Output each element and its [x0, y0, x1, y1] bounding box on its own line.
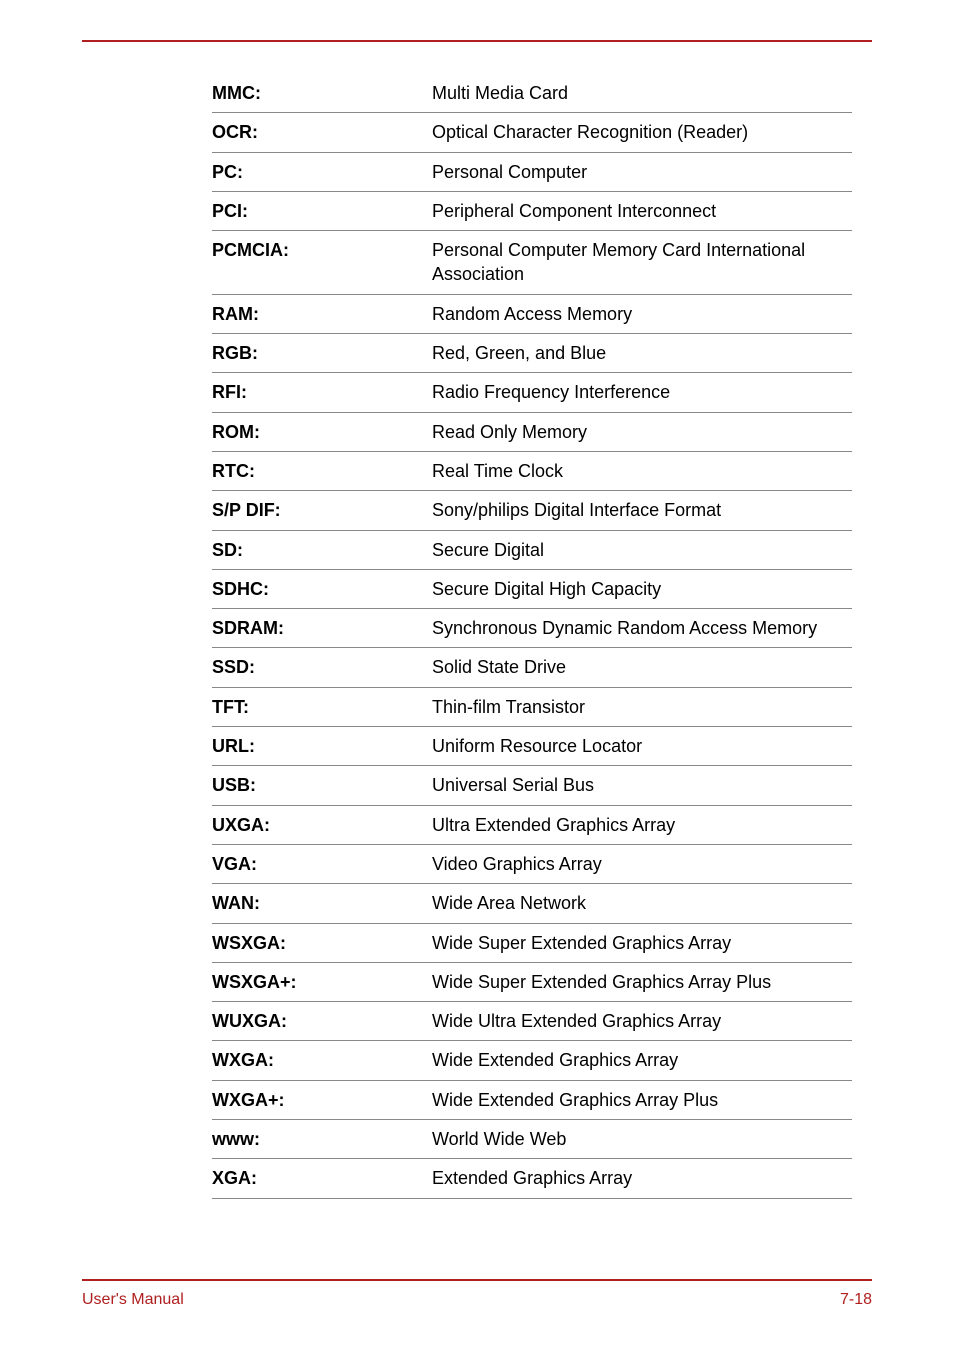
- term-cell: RTC:: [212, 451, 432, 490]
- table-row: WXGA+:Wide Extended Graphics Array Plus: [212, 1080, 852, 1119]
- table-row: RTC:Real Time Clock: [212, 451, 852, 490]
- definition-cell: Radio Frequency Interference: [432, 373, 852, 412]
- term-cell: RFI:: [212, 373, 432, 412]
- table-row: RAM:Random Access Memory: [212, 294, 852, 333]
- definition-cell: Read Only Memory: [432, 412, 852, 451]
- term-cell: PCI:: [212, 191, 432, 230]
- definition-cell: Uniform Resource Locator: [432, 727, 852, 766]
- definition-cell: Ultra Extended Graphics Array: [432, 805, 852, 844]
- definition-cell: Wide Super Extended Graphics Array: [432, 923, 852, 962]
- definition-cell: Optical Character Recognition (Reader): [432, 113, 852, 152]
- definition-cell: Synchronous Dynamic Random Access Memory: [432, 609, 852, 648]
- definition-cell: Real Time Clock: [432, 451, 852, 490]
- term-cell: S/P DIF:: [212, 491, 432, 530]
- table-row: URL:Uniform Resource Locator: [212, 727, 852, 766]
- table-row: WSXGA+:Wide Super Extended Graphics Arra…: [212, 962, 852, 1001]
- table-row: OCR:Optical Character Recognition (Reade…: [212, 113, 852, 152]
- table-row: S/P DIF:Sony/philips Digital Interface F…: [212, 491, 852, 530]
- definition-cell: Wide Extended Graphics Array: [432, 1041, 852, 1080]
- table-row: PC:Personal Computer: [212, 152, 852, 191]
- definition-cell: Random Access Memory: [432, 294, 852, 333]
- definition-cell: Universal Serial Bus: [432, 766, 852, 805]
- definition-cell: Wide Super Extended Graphics Array Plus: [432, 962, 852, 1001]
- definition-cell: Personal Computer: [432, 152, 852, 191]
- term-cell: RGB:: [212, 334, 432, 373]
- definition-cell: Wide Area Network: [432, 884, 852, 923]
- term-cell: WSXGA+:: [212, 962, 432, 1001]
- table-row: USB:Universal Serial Bus: [212, 766, 852, 805]
- definition-cell: Red, Green, and Blue: [432, 334, 852, 373]
- glossary-table-body: MMC:Multi Media Card OCR:Optical Charact…: [212, 74, 852, 1198]
- top-rule: [82, 40, 872, 42]
- term-cell: SDRAM:: [212, 609, 432, 648]
- definition-cell: Sony/philips Digital Interface Format: [432, 491, 852, 530]
- table-row: ROM:Read Only Memory: [212, 412, 852, 451]
- page-container: MMC:Multi Media Card OCR:Optical Charact…: [0, 0, 954, 1199]
- table-row: WAN:Wide Area Network: [212, 884, 852, 923]
- definition-cell: Thin-film Transistor: [432, 687, 852, 726]
- table-row: TFT:Thin-film Transistor: [212, 687, 852, 726]
- term-cell: WSXGA:: [212, 923, 432, 962]
- term-cell: PC:: [212, 152, 432, 191]
- footer-page-number: 7-18: [840, 1291, 872, 1309]
- term-cell: WAN:: [212, 884, 432, 923]
- table-row: www:World Wide Web: [212, 1120, 852, 1159]
- table-row: SDRAM:Synchronous Dynamic Random Access …: [212, 609, 852, 648]
- term-cell: www:: [212, 1120, 432, 1159]
- term-cell: SD:: [212, 530, 432, 569]
- table-row: WSXGA:Wide Super Extended Graphics Array: [212, 923, 852, 962]
- table-row: WXGA:Wide Extended Graphics Array: [212, 1041, 852, 1080]
- page-footer: User's Manual 7-18: [82, 1279, 872, 1309]
- glossary-table: MMC:Multi Media Card OCR:Optical Charact…: [212, 74, 852, 1199]
- table-row: MMC:Multi Media Card: [212, 74, 852, 113]
- term-cell: RAM:: [212, 294, 432, 333]
- table-row: PCI:Peripheral Component Interconnect: [212, 191, 852, 230]
- footer-row: User's Manual 7-18: [82, 1291, 872, 1309]
- term-cell: VGA:: [212, 844, 432, 883]
- term-cell: TFT:: [212, 687, 432, 726]
- bottom-rule: [82, 1279, 872, 1281]
- table-row: RGB:Red, Green, and Blue: [212, 334, 852, 373]
- term-cell: USB:: [212, 766, 432, 805]
- table-row: SD:Secure Digital: [212, 530, 852, 569]
- table-row: SDHC:Secure Digital High Capacity: [212, 569, 852, 608]
- definition-cell: Wide Extended Graphics Array Plus: [432, 1080, 852, 1119]
- table-row: SSD:Solid State Drive: [212, 648, 852, 687]
- term-cell: SDHC:: [212, 569, 432, 608]
- definition-cell: Extended Graphics Array: [432, 1159, 852, 1198]
- definition-cell: Secure Digital High Capacity: [432, 569, 852, 608]
- definition-cell: Multi Media Card: [432, 74, 852, 113]
- table-row: PCMCIA:Personal Computer Memory Card Int…: [212, 231, 852, 295]
- table-row: RFI:Radio Frequency Interference: [212, 373, 852, 412]
- term-cell: PCMCIA:: [212, 231, 432, 295]
- definition-cell: Video Graphics Array: [432, 844, 852, 883]
- definition-cell: Personal Computer Memory Card Internatio…: [432, 231, 852, 295]
- term-cell: MMC:: [212, 74, 432, 113]
- term-cell: WUXGA:: [212, 1002, 432, 1041]
- definition-cell: World Wide Web: [432, 1120, 852, 1159]
- term-cell: OCR:: [212, 113, 432, 152]
- table-row: UXGA:Ultra Extended Graphics Array: [212, 805, 852, 844]
- table-row: XGA:Extended Graphics Array: [212, 1159, 852, 1198]
- term-cell: SSD:: [212, 648, 432, 687]
- footer-left-text: User's Manual: [82, 1291, 184, 1309]
- term-cell: UXGA:: [212, 805, 432, 844]
- term-cell: XGA:: [212, 1159, 432, 1198]
- definition-cell: Wide Ultra Extended Graphics Array: [432, 1002, 852, 1041]
- table-row: VGA:Video Graphics Array: [212, 844, 852, 883]
- table-row: WUXGA:Wide Ultra Extended Graphics Array: [212, 1002, 852, 1041]
- definition-cell: Solid State Drive: [432, 648, 852, 687]
- definition-cell: Peripheral Component Interconnect: [432, 191, 852, 230]
- definition-cell: Secure Digital: [432, 530, 852, 569]
- term-cell: URL:: [212, 727, 432, 766]
- term-cell: WXGA:: [212, 1041, 432, 1080]
- term-cell: WXGA+:: [212, 1080, 432, 1119]
- term-cell: ROM:: [212, 412, 432, 451]
